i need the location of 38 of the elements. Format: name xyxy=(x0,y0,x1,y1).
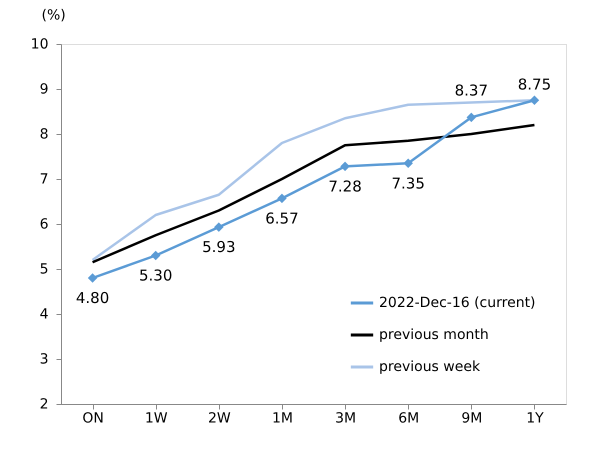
data-label: 4.80 xyxy=(76,289,110,307)
y-tick-label: 10 xyxy=(30,36,48,52)
point xyxy=(340,162,350,172)
data-label: 7.28 xyxy=(328,177,362,196)
data-label: 8.75 xyxy=(518,75,552,94)
x-tick-label: 9M xyxy=(461,410,482,426)
x-tick-label: 3M xyxy=(335,410,356,426)
line-series xyxy=(91,124,536,264)
y-tick-label: 8 xyxy=(40,126,48,142)
point xyxy=(530,96,540,105)
data-label: 5.30 xyxy=(138,266,172,284)
data-label: 6.57 xyxy=(265,209,299,228)
point xyxy=(466,112,476,122)
y-tick-label: 9 xyxy=(40,82,48,98)
legend-label: previous month xyxy=(379,327,489,343)
y-tick-label: 4 xyxy=(40,306,49,322)
point xyxy=(403,158,413,168)
y-tick-label: 6 xyxy=(40,216,49,232)
x-tick-label: 1M xyxy=(272,410,293,426)
y-tick-label: 2 xyxy=(40,396,48,412)
x-tick-label: 2W xyxy=(208,410,231,426)
x-tick-label: 1W xyxy=(144,410,168,426)
legend-label: 2022-Dec-16 (current) xyxy=(379,295,536,311)
data-label: 5.93 xyxy=(202,238,236,256)
y-axis-title: (%) xyxy=(42,8,66,24)
point xyxy=(88,273,98,283)
x-tick-label: 1Y xyxy=(526,410,544,426)
x-tick-label: ON xyxy=(82,410,104,426)
y-tick-label: 3 xyxy=(40,352,48,368)
data-label: 7.35 xyxy=(391,174,425,192)
x-tick-label: 6M xyxy=(398,410,420,426)
y-tick-label: 5 xyxy=(40,262,48,278)
point xyxy=(277,194,287,204)
legend-label: previous week xyxy=(379,359,481,375)
point xyxy=(150,250,160,260)
data-label: 8.37 xyxy=(454,82,488,100)
y-tick-label: 7 xyxy=(40,172,48,188)
point xyxy=(214,222,224,232)
